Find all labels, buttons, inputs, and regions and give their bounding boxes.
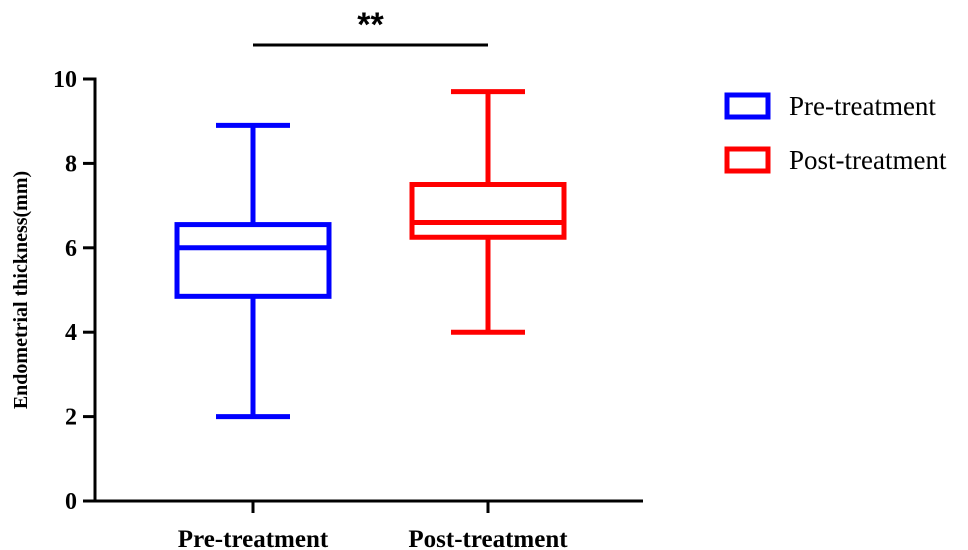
y-tick-label: 10: [53, 67, 77, 93]
y-axis-label: Endometrial thickness(mm): [10, 171, 32, 409]
legend-swatch: [724, 92, 771, 120]
x-tick-label: Post-treatment: [408, 526, 568, 550]
legend-label: Post-treatment: [789, 145, 947, 175]
boxes: [174, 89, 567, 420]
legend: Pre-treatment Post-treatment: [724, 91, 947, 175]
y-tick-label: 4: [65, 320, 77, 346]
y-tick-label: 8: [65, 151, 77, 177]
box-post-treatment: [409, 89, 567, 335]
legend-label: Pre-treatment: [789, 91, 936, 121]
x-tick-label: Pre-treatment: [178, 526, 329, 550]
y-tick-label: 0: [65, 489, 77, 515]
legend-swatch: [724, 146, 771, 174]
significance-annotation: **: [253, 6, 488, 47]
y-tick-label: 6: [65, 236, 77, 262]
axes: 0 2 4 6 8 10 Pre-treatment Post-treatment: [53, 67, 643, 550]
y-tick-label: 2: [65, 405, 77, 431]
box-pre-treatment: [174, 122, 332, 420]
iqr-box: [174, 222, 332, 299]
iqr-box: [409, 182, 567, 240]
significance-label: **: [357, 6, 384, 44]
